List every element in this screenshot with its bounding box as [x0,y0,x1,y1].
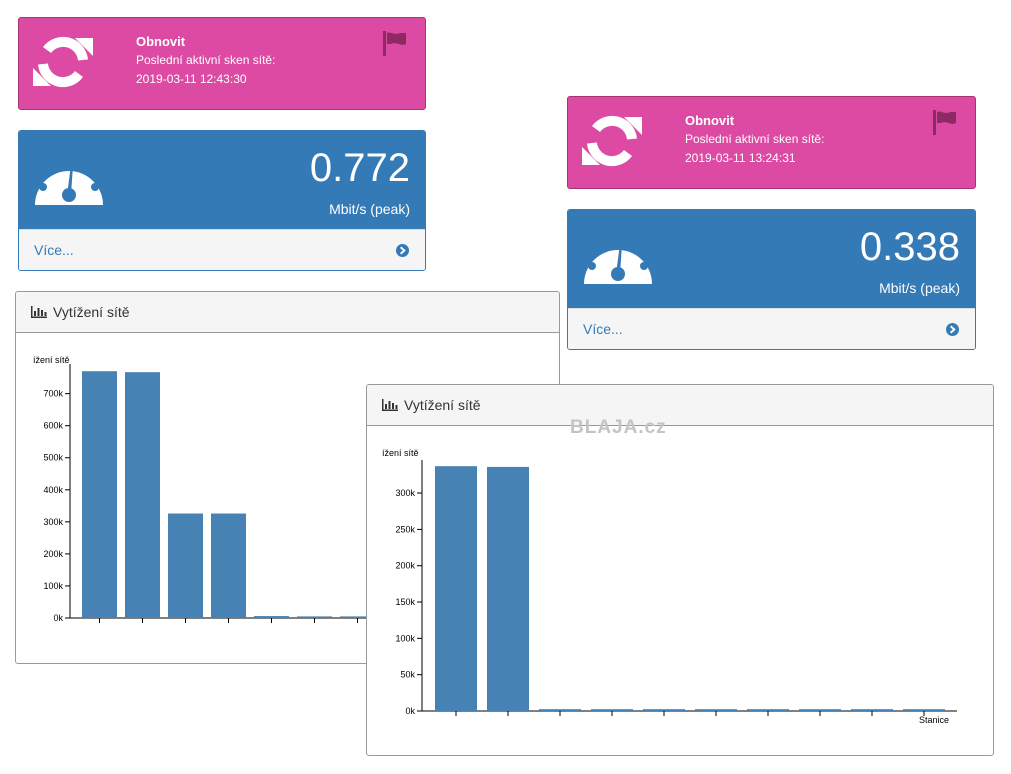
network-load-panel: Vytížení sítě ížení sítě 0k 50k 100k 150k 200… [366,384,994,756]
speed-value: 0.338 [859,225,960,269]
scan-info: Obnovit Poslední aktivní sken sítě: 2019… [136,32,275,89]
more-link[interactable]: Více... [583,321,623,337]
bar [903,709,945,711]
y-tick-label: 500k [43,453,63,463]
y-tick-label: 700k [43,389,63,399]
y-tick-label: 200k [43,549,63,559]
network-load-chart: ížení sítě 0k 50k 100k 150k 200k 250k 300k Stani… [382,448,957,725]
y-tick-label: 0k [405,706,415,716]
more-link[interactable]: Více... [34,242,74,258]
dashboard-icon [35,157,103,205]
y-tick-label: 100k [43,581,63,591]
refresh-title[interactable]: Obnovit [685,113,735,128]
arrow-circle-right-icon[interactable] [396,244,409,257]
scan-info: Obnovit Poslední aktivní sken sítě: 2019… [685,111,824,168]
panel-header: Vytížení sítě [16,292,559,333]
panel-title: Vytížení sítě [53,304,130,320]
speed-value: 0.772 [309,146,410,190]
bar [340,616,375,618]
bar [591,709,633,711]
speed-panel: 0.338 Mbit/s (peak) Více... [567,209,976,350]
bar [125,372,160,618]
panel-title: Vytížení sítě [404,397,481,413]
arrow-circle-right-icon[interactable] [946,323,959,336]
panel-header: Vytížení sítě [367,385,993,426]
y-tick-label: 150k [395,597,415,607]
y-tick-label: 200k [395,561,415,571]
y-tick-label: 400k [43,485,63,495]
last-scan-label: Poslední aktivní sken sítě: [136,53,276,67]
y-axis-label: ížení sítě [382,448,419,458]
bar [435,466,477,711]
bar [851,709,893,711]
bar [799,709,841,711]
bar [254,616,289,618]
refresh-title[interactable]: Obnovit [136,34,186,49]
bar [82,371,117,618]
dashboard-icon [584,236,652,284]
bar [643,709,685,711]
y-tick-label: 100k [395,633,415,643]
bar-chart-icon [31,306,47,318]
y-tick-label: 0k [53,613,63,623]
network-load-chart: ížení sítě 0k 100k 200k 300k 400k 500k 600k 700k [33,355,559,623]
speed-panel: 0.772 Mbit/s (peak) Více... [18,130,426,271]
bar [211,513,246,618]
y-tick-label: 300k [43,517,63,527]
bar [747,709,789,711]
refresh-icon[interactable] [31,30,95,94]
x-axis-label: Stanice [919,715,949,725]
bar [297,616,332,618]
scan-status-panel: Obnovit Poslední aktivní sken sítě: 2019… [18,17,426,110]
watermark: BLAJA.cz [570,417,667,438]
scan-status-panel: Obnovit Poslední aktivní sken sítě: 2019… [567,96,976,189]
y-tick-label: 250k [395,524,415,534]
y-axis-label: ížení sítě [33,355,70,365]
bar [695,709,737,711]
y-tick-label: 600k [43,421,63,431]
speed-unit: Mbit/s (peak) [329,201,410,217]
speed-unit: Mbit/s (peak) [879,280,960,296]
refresh-icon[interactable] [580,109,644,173]
bar [487,466,529,711]
more-link-row[interactable]: Více... [568,308,975,349]
y-tick-label: 300k [395,488,415,498]
last-scan-label: Poslední aktivní sken sítě: [685,132,825,146]
y-tick-label: 50k [400,670,415,680]
bar-chart-icon [382,399,398,411]
speed-panel-header: 0.338 Mbit/s (peak) [568,210,975,308]
last-scan-time: 2019-03-11 13:24:31 [685,151,796,165]
flag-icon[interactable] [932,109,958,135]
last-scan-time: 2019-03-11 12:43:30 [136,72,247,86]
speed-panel-header: 0.772 Mbit/s (peak) [19,131,425,229]
bar [168,513,203,618]
flag-icon[interactable] [382,30,408,56]
more-link-row[interactable]: Více... [19,229,425,270]
bar [539,709,581,711]
